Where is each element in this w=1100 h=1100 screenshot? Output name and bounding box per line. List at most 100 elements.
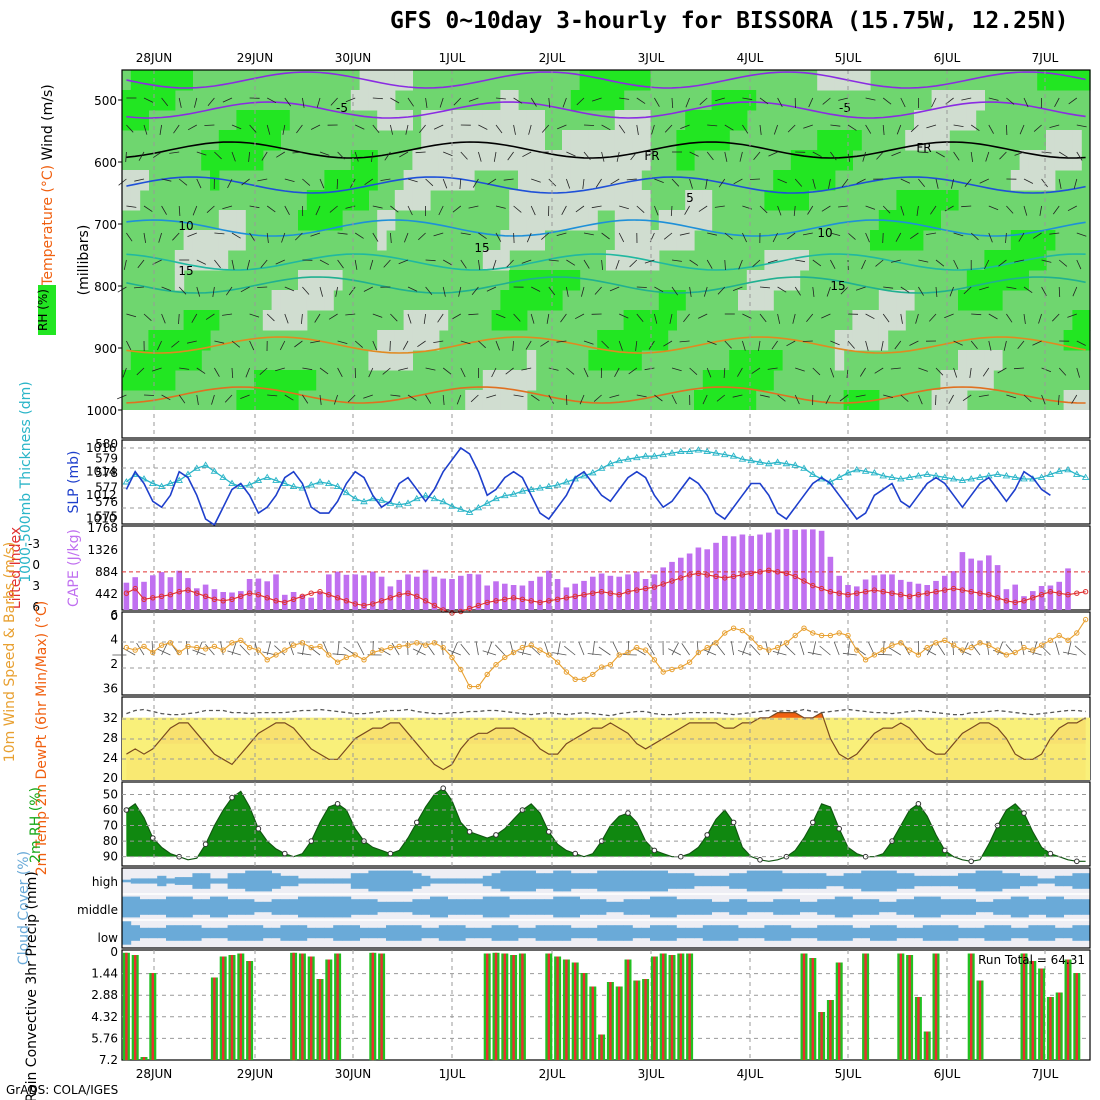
wind-barb [949,286,954,297]
rh-cell [315,270,325,291]
rh-cell [130,190,141,211]
wind-10m-barb [997,641,1003,656]
cloud-low-cell [1054,927,1064,939]
rh-cell [403,70,413,91]
cape-bar [141,581,147,610]
upper-air-surface-gap [122,410,1090,438]
cape-bar [343,574,350,610]
wind-10m-barb [1063,651,1077,656]
temperature-contour [126,276,1086,294]
wind-barb [196,151,207,156]
wind-barb [856,178,866,184]
cloud-high-cell [1002,873,1012,889]
thickness-point [184,470,192,477]
wind-barb [985,151,990,162]
rh-cell [526,370,537,391]
rh-cell [562,150,572,171]
wind-barb [513,394,524,397]
cloud-low-cell [641,927,651,939]
lifted-index-point [704,572,710,578]
rh-cell [606,90,616,111]
rh-cell [958,390,968,411]
rh-cell [720,90,730,111]
cloud-middle-cell [579,899,589,915]
rh-cell [993,290,1003,311]
rh-cell [535,150,545,171]
thickness-point [897,475,905,482]
rh-cell [166,330,176,351]
wind-speed-point [563,669,570,675]
wind-barb [556,340,567,343]
wind-barb [732,394,743,398]
rh-cell [1037,150,1047,171]
cloud-high-cell [896,873,906,889]
rh-cell [597,190,607,211]
rh-cell [570,190,581,211]
cloud-middle-cell [931,896,941,918]
wind-barb [302,97,305,108]
wind-barb [865,124,872,134]
rh-cell [148,370,158,391]
cape-bar [1030,591,1036,610]
wind-barb [777,178,787,184]
rh-cell [720,370,730,391]
wind-barb [284,313,289,324]
rh-cell [456,150,466,171]
rh-cell [834,350,845,371]
wind-speed-point [370,649,376,656]
thickness-point [430,494,439,502]
cloud-high-cell [130,878,140,884]
rh-cell [430,130,440,151]
rh-cell [324,210,334,231]
wind-barb [178,178,188,186]
wind-barb [918,259,929,263]
cloud-low-cell [315,927,325,939]
rh-cell [438,110,449,131]
wind-barb [786,232,796,240]
rh-cell [210,150,220,171]
wind-speed-point [748,635,754,641]
rh-cell [544,210,554,231]
precip-panel-frame [121,949,1091,1061]
wind-10m-barb [807,651,822,656]
rh-cell [676,290,686,311]
cloud-high-cell [817,873,827,889]
rh-cell [632,330,642,351]
rh-cell [720,130,730,151]
wind-barb [618,340,623,351]
rh-cell [817,70,827,91]
rh-cell [667,230,677,251]
cloud-high-cell [650,870,660,892]
cloud-high-cell [623,870,633,892]
wind-barb [821,205,831,212]
cape-bar [519,585,526,610]
rh-cell [606,250,616,271]
wind-barb [143,394,155,396]
wind-barb [557,124,567,130]
rh-cell [623,330,633,351]
rh-cell [887,290,897,311]
wind-barb [337,340,348,344]
wind-barb [618,232,625,243]
rh-cell [1046,130,1056,151]
lifted-index-point [924,590,930,596]
wind-10m-barb [332,653,347,656]
wind-barb [654,394,663,402]
wind-barb [240,394,250,399]
lifted-index-point [405,590,411,596]
wind-barb [724,232,733,240]
lifted-index-point [563,595,570,601]
rh-cell [685,190,695,211]
lifted-index-point [554,596,561,602]
precip-ylabel-part: Total / Rain Convective 3hr Precip (mm) [24,871,40,1100]
rh-cell [456,130,466,151]
wind-speed-point [1021,644,1027,651]
wind-barb [795,367,805,372]
thickness-point [571,475,579,482]
thickness-point [483,499,491,506]
wind-barb [593,394,602,402]
lifted-index-point [1065,592,1071,598]
rh-cell [597,90,607,111]
lifted-index-point [158,593,165,599]
rh-cell [650,310,660,331]
